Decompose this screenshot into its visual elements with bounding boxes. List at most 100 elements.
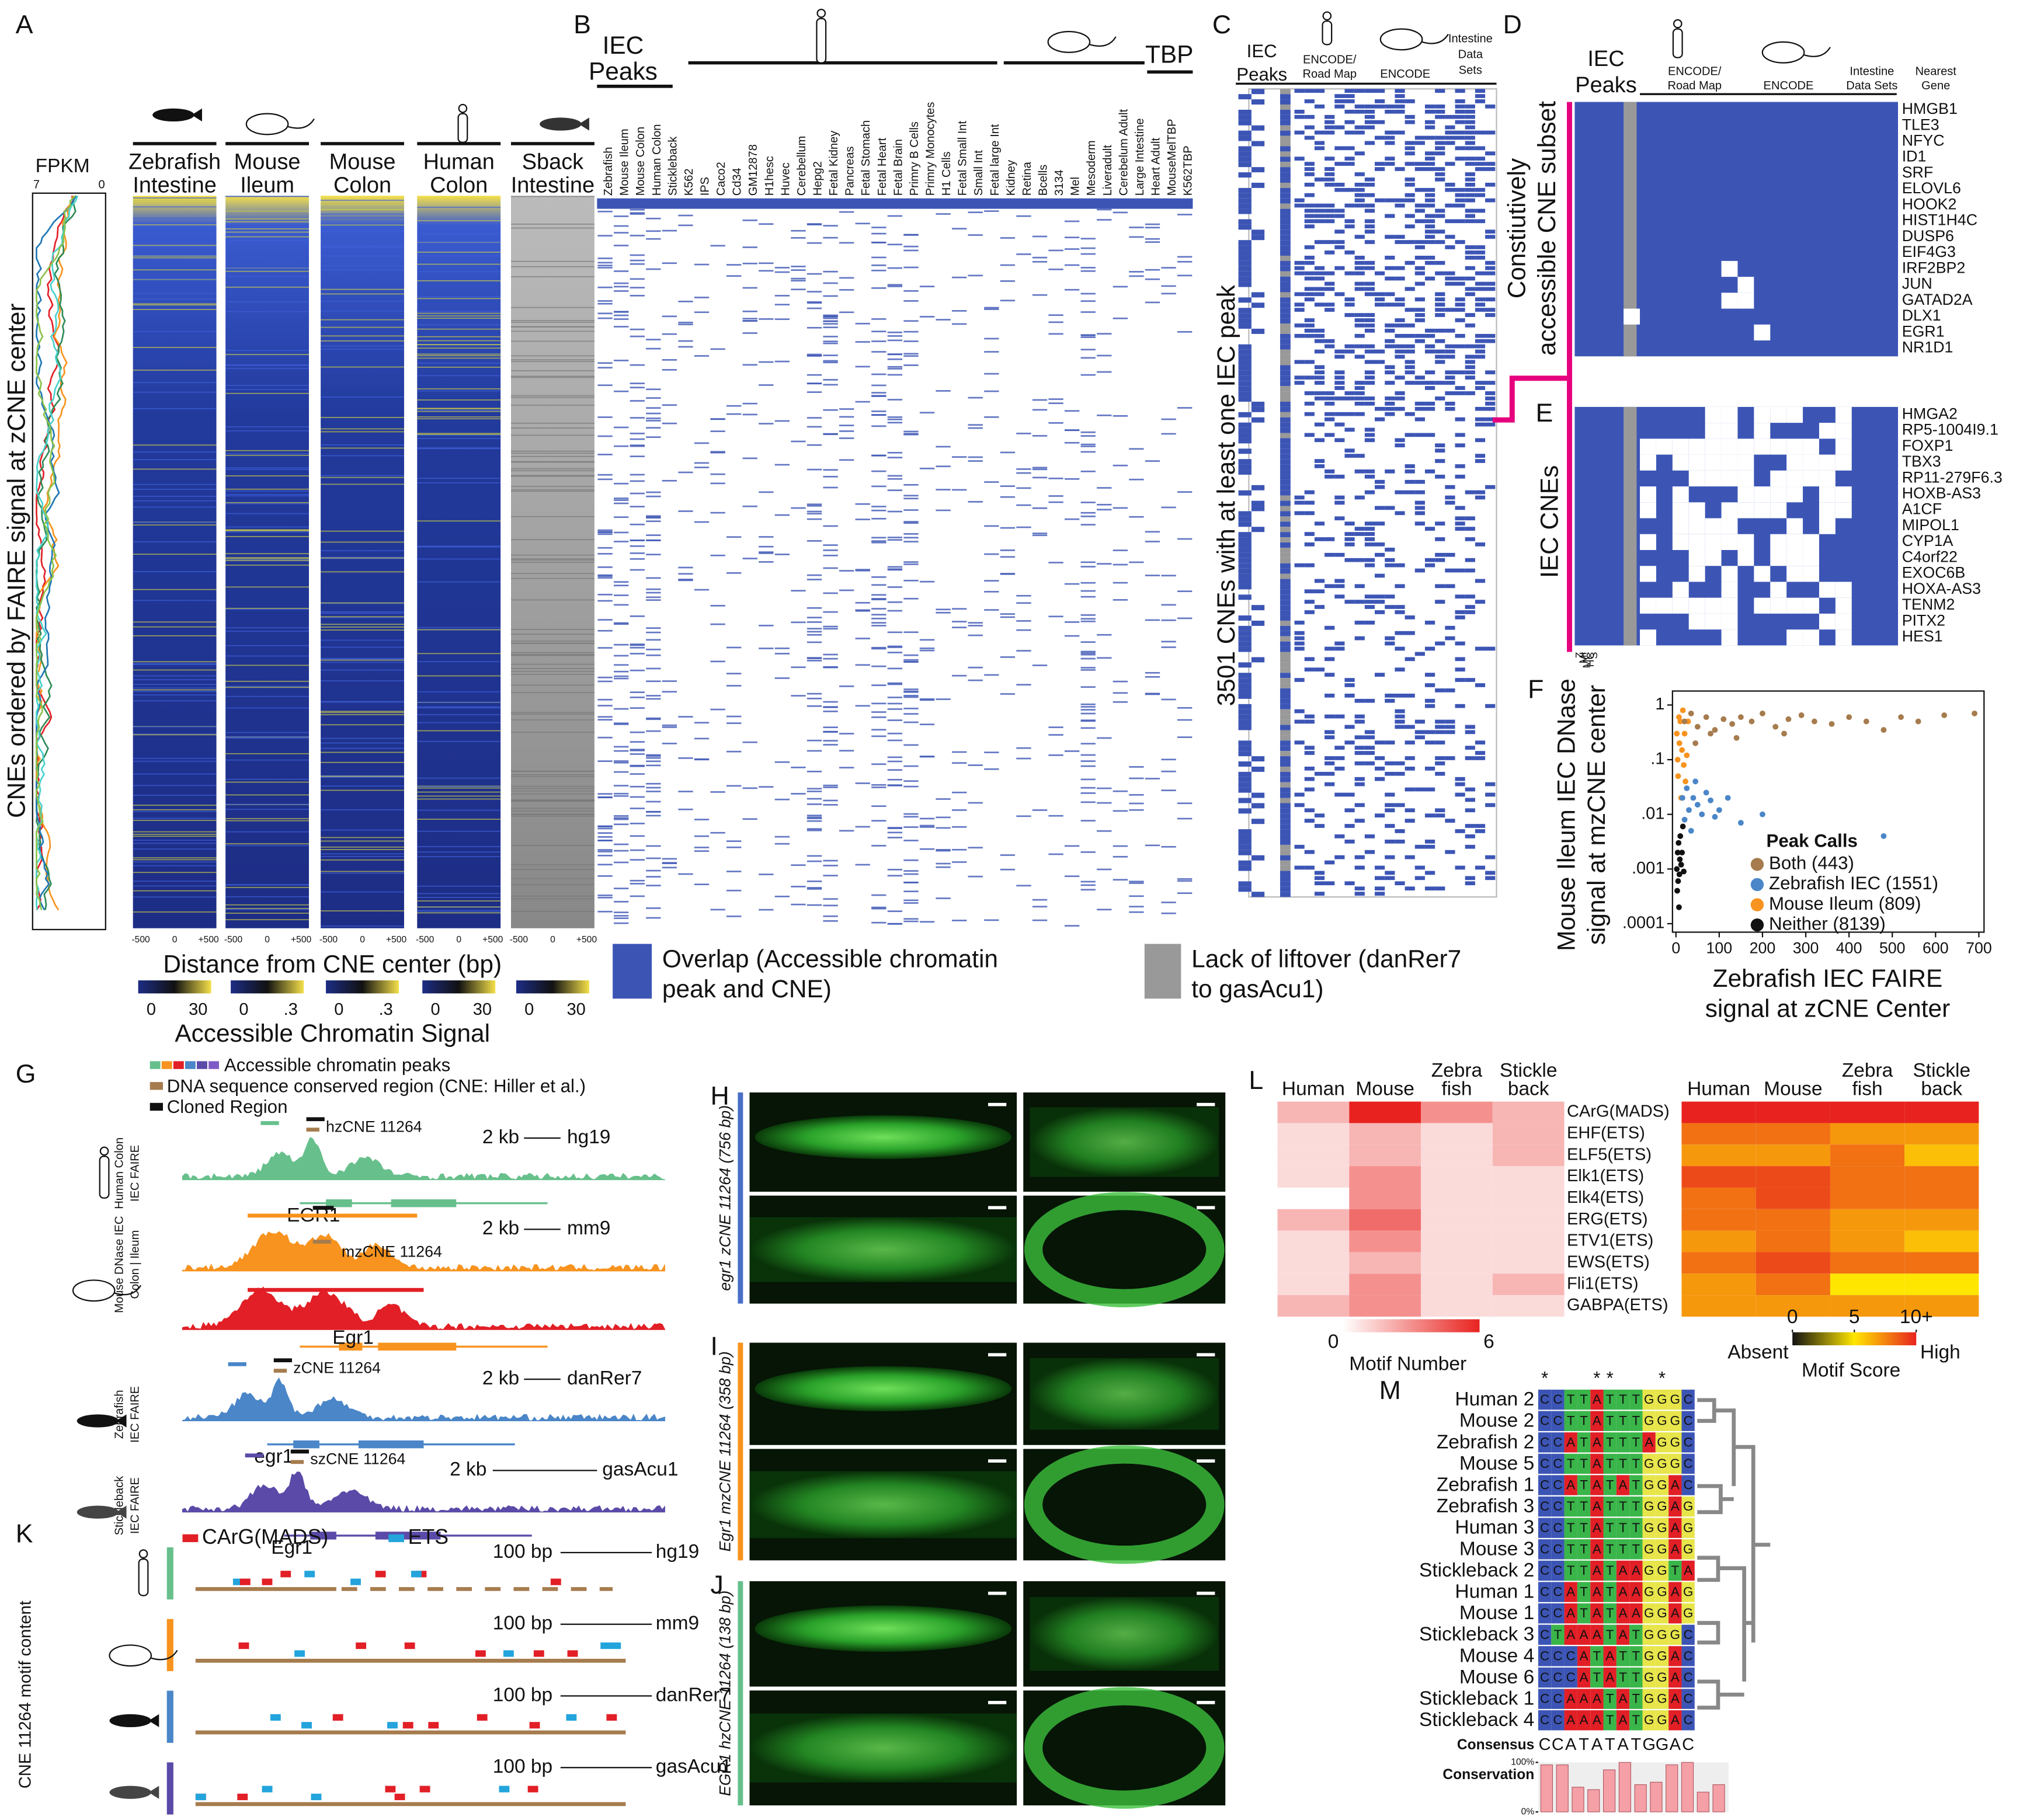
heatmap-cell [1385, 506, 1395, 510]
heatmap-cell [1344, 532, 1355, 536]
point [1674, 757, 1681, 763]
label: 30 [566, 1000, 585, 1019]
heatmap-stripe [133, 370, 217, 371]
heatmap-cell [1405, 198, 1415, 203]
heatmap-cell [1375, 406, 1385, 411]
base-cell [1642, 1389, 1656, 1410]
label: Mel [1069, 177, 1082, 196]
heatmap-cell [1475, 89, 1486, 93]
base-letter: T [1606, 1627, 1614, 1642]
heatmap-cell [1080, 657, 1096, 660]
heatmap-cell [807, 540, 822, 542]
heatmap-cell [887, 537, 903, 538]
label: +500 [199, 935, 219, 945]
heatmap-stripe [511, 370, 595, 371]
heatmap-cell [1354, 318, 1365, 322]
heatmap-cell [936, 850, 951, 852]
heatmap-cell [1445, 584, 1455, 589]
heatmap-cell [1280, 454, 1291, 460]
label: CYP1A [1902, 532, 1953, 549]
heatmap-cell [1354, 865, 1365, 870]
label: Gene [1921, 79, 1950, 92]
heatmap-cell [1280, 146, 1291, 152]
label: Zebrafish 1 [1437, 1474, 1534, 1496]
base-letter: A [1619, 1563, 1628, 1578]
heatmap-stripe [511, 486, 595, 488]
heatmap-cell [807, 273, 822, 275]
heatmap-cell [1414, 187, 1425, 192]
heatmap-cell [614, 623, 629, 625]
label: back [1921, 1078, 1962, 1099]
heatmap-cell [1688, 566, 1705, 582]
base-cell [1616, 1475, 1630, 1495]
heatmap-cell [1395, 438, 1405, 443]
heatmap-cell [614, 922, 629, 924]
base-cell [1655, 1453, 1669, 1474]
heatmap-cell [1424, 698, 1435, 703]
heatmap-cell [1737, 534, 1754, 550]
scale-bar [1197, 1102, 1215, 1106]
heatmap-cell [1238, 396, 1252, 402]
heatmap-cell [630, 697, 645, 698]
heatmap-stripe [511, 785, 595, 787]
base-letter: A [1632, 1606, 1640, 1620]
heatmap-cell [1375, 89, 1385, 93]
label: DLX1 [1902, 307, 1941, 324]
heatmap-stripe [511, 599, 595, 601]
heatmap-stripe [133, 451, 217, 453]
heatmap-cell [1640, 534, 1656, 550]
heatmap-cell [1465, 746, 1475, 750]
motif-site [304, 1571, 315, 1578]
point [1716, 807, 1722, 813]
base-cell [1629, 1710, 1643, 1731]
base-cell [1681, 1603, 1695, 1624]
heatmap-cell [919, 756, 935, 757]
label: Kidney [1004, 160, 1017, 196]
heatmap-cell [646, 680, 661, 683]
heatmap-cell [1405, 151, 1415, 156]
heatmap-cell [1354, 271, 1365, 276]
base-letter: A [1593, 1456, 1601, 1471]
base-letter: T [1580, 1606, 1588, 1620]
point [1708, 797, 1713, 803]
heatmap-cell [759, 384, 774, 386]
heatmap-cell [742, 310, 757, 312]
heatmap-cell [1238, 678, 1252, 684]
heatmap-stripe [417, 271, 501, 272]
point [1681, 868, 1687, 875]
heatmap-cell [1016, 629, 1031, 631]
heatmap-cell [1354, 151, 1365, 156]
heatmap-stripe [511, 814, 595, 816]
heatmap-cell [1435, 313, 1445, 317]
base-letter: A [1593, 1713, 1601, 1727]
heatmap-cell [807, 513, 822, 515]
heatmap-cell [1414, 141, 1425, 145]
heatmap-stripe [321, 326, 404, 328]
heatmap-stripe [225, 286, 310, 288]
heatmap-stripe [133, 408, 217, 409]
heatmap-cell [1238, 865, 1252, 871]
heatmap-cell [1280, 328, 1291, 334]
heatmap-stripe [511, 422, 595, 424]
heatmap-cell [1280, 573, 1291, 579]
heatmap-cell [1304, 135, 1315, 140]
heatmap-cell [1280, 605, 1291, 611]
heatmap-cell [1435, 240, 1445, 244]
heatmap-cell [1835, 597, 1852, 614]
heatmap-cell [694, 589, 710, 591]
heatmap-cell [1681, 1101, 1756, 1123]
heatmap-cell [1475, 281, 1486, 286]
base-letter: A [1671, 1520, 1680, 1535]
heatmap-cell [1756, 1187, 1830, 1209]
heatmap-stripe [321, 246, 404, 248]
heatmap-cell [1145, 238, 1160, 240]
heatmap-cell [1097, 503, 1112, 506]
heatmap-cell [1238, 250, 1252, 256]
heatmap-stripe [225, 564, 310, 566]
base-letter: C [1684, 1456, 1693, 1471]
heatmap-cell [1756, 1209, 1830, 1231]
heatmap-stripe [225, 218, 310, 220]
heatmap-cell [1475, 381, 1486, 385]
heatmap-cell [1475, 829, 1486, 833]
heatmap-cell [1803, 454, 1819, 471]
